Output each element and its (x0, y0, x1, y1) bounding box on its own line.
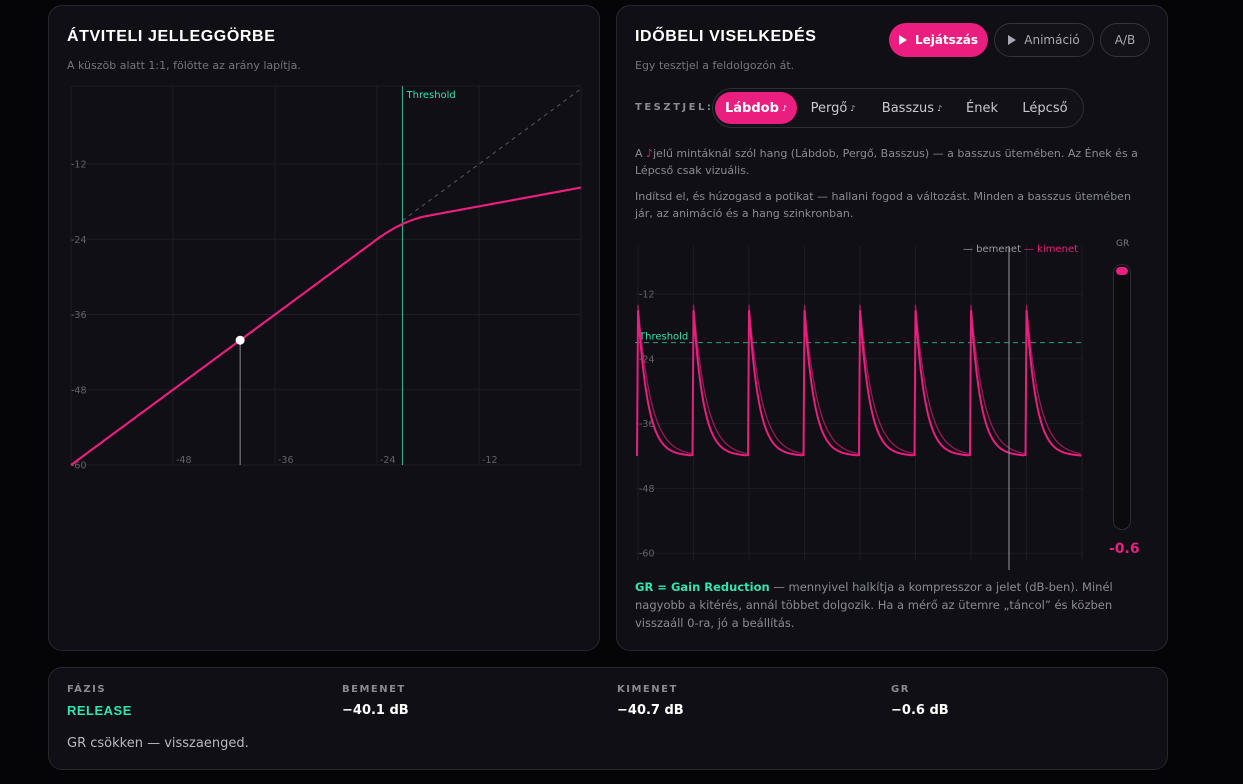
gr-term: GR = Gain Reduction (635, 580, 770, 594)
sound-info-text: A ♪jelű mintáknál szól hang (Lábdob, Per… (635, 145, 1151, 179)
animation-button-label: Animáció (1024, 33, 1080, 47)
output-stat: KIMENET −40.7 dB (617, 684, 684, 718)
output-waveform (636, 310, 1082, 457)
input-level-marker (235, 335, 245, 345)
y-tick-label: -60 (639, 549, 655, 560)
animation-button[interactable]: Animáció (994, 23, 1094, 57)
time-behaviour-chart: -12 -24 -36 -48 -60 Threshold — bemenet — ki… (635, 244, 1083, 570)
plot-frame (70, 85, 582, 466)
usage-info-text: Indítsd el, és húzogasd a potikat — hall… (635, 190, 1131, 220)
legend-input: — bemenet (963, 244, 1021, 255)
y-axis-ticks: -12 -24 -36 -48 -60 (71, 160, 87, 472)
info-text-end: jelű mintáknál szól hang (Lábdob, Pergő,… (635, 147, 1138, 177)
y-tick-label: -48 (639, 484, 655, 495)
y-tick-label: -12 (71, 160, 87, 171)
gr-explanation: GR = Gain Reduction — mennyivel halkítja… (635, 578, 1151, 632)
threshold-label: Threshold (406, 90, 456, 101)
gr-meter-label: GR (1116, 239, 1130, 249)
output-value: −40.7 dB (617, 703, 684, 718)
transfer-curve-title: ÁTVITELI JELLEGGÖRBE (67, 28, 276, 45)
tab-label: Ének (966, 100, 998, 116)
tab-pergo[interactable]: Pergő ♪ (797, 92, 869, 124)
tab-label: Lábdob (724, 100, 779, 116)
test-signal-label: TESZTJEL: (635, 102, 714, 113)
time-behaviour-subtitle: Egy tesztjel a feldolgozón át. (635, 59, 795, 72)
x-tick-label: -24 (380, 455, 396, 466)
play-icon (1008, 35, 1017, 45)
play-button-label: Lejátszás (914, 33, 979, 47)
y-tick-label: -12 (639, 290, 655, 301)
y-tick-label: -60 (71, 461, 87, 472)
gr-meter-fill (1116, 267, 1128, 275)
y-axis-ticks: -12 -24 -36 -48 -60 (639, 290, 655, 560)
play-icon (898, 35, 907, 45)
tab-label: Lépcső (1022, 100, 1068, 116)
play-button[interactable]: Lejátszás (889, 23, 988, 57)
gr-label: GR (891, 684, 910, 695)
info-text-start: A (635, 147, 647, 160)
y-tick-label: -36 (71, 310, 87, 321)
x-tick-label: -12 (482, 455, 498, 466)
music-note-icon: ♪ (646, 147, 654, 160)
time-behaviour-title: IDŐBELI VISELKEDÉS (635, 28, 817, 45)
ab-compare-button[interactable]: A/B (1100, 23, 1150, 57)
tab-lepcso[interactable]: Lépcső (1009, 92, 1081, 124)
threshold-label: Threshold (638, 332, 688, 343)
gr-meter-value: -0.6 (1109, 541, 1140, 557)
tab-label: Pergő (810, 100, 848, 116)
input-waveform (636, 304, 1082, 457)
x-tick-label: -48 (176, 455, 192, 466)
transfer-curve-chart: -12 -24 -36 -48 -60 -48 -36 -24 -12 Threshold (70, 85, 582, 472)
phase-description: GR csökken — visszaenged. (67, 736, 249, 751)
y-tick-label: -48 (71, 385, 87, 396)
transfer-curve-panel: ÁTVITELI JELLEGGÖRBE A küszöb alatt 1:1,… (48, 5, 600, 651)
gr-stat: GR −0.6 dB (891, 684, 949, 718)
time-behaviour-panel: IDŐBELI VISELKEDÉS Egy tesztjel a feldol… (616, 5, 1168, 651)
y-tick-label: -36 (639, 419, 655, 430)
phase-value: RELEASE (67, 703, 132, 718)
tab-basszus[interactable]: Basszus ♪ (869, 92, 955, 124)
y-tick-label: -24 (639, 354, 655, 365)
gr-explanation-text: — mennyivel halkítja a kompresszor a jel… (635, 580, 1113, 630)
gr-meter (1113, 264, 1131, 530)
transfer-curve (70, 186, 582, 466)
output-label: KIMENET (617, 684, 678, 695)
phase-label: FÁZIS (67, 684, 107, 695)
input-label: BEMENET (342, 684, 406, 695)
tab-enek[interactable]: Ének (955, 92, 1009, 124)
sound-note-icon: ♪ (850, 103, 856, 113)
transfer-curve-subtitle: A küszöb alatt 1:1, fölötte az arány lap… (67, 59, 301, 72)
input-value: −40.1 dB (342, 703, 409, 718)
legend-output: — kimenet (1024, 244, 1078, 255)
test-signal-tabs: Lábdob ♪ Pergő ♪ Basszus ♪ Ének Lépcső (712, 88, 1084, 128)
chart-grid (70, 85, 582, 466)
x-tick-label: -36 (278, 455, 294, 466)
status-panel: FÁZIS RELEASE BEMENET −40.1 dB KIMENET −… (48, 667, 1168, 770)
input-stat: BEMENET −40.1 dB (342, 684, 409, 718)
sound-note-icon: ♪ (781, 103, 787, 113)
gr-value: −0.6 dB (891, 703, 949, 718)
x-axis-ticks: -48 -36 -24 -12 (176, 455, 498, 466)
phase-stat: FÁZIS RELEASE (67, 684, 132, 718)
y-tick-label: -24 (71, 235, 87, 246)
tab-labdob[interactable]: Lábdob ♪ (715, 92, 797, 124)
sound-note-icon: ♪ (937, 103, 943, 113)
tab-label: Basszus (881, 100, 935, 116)
unity-reference-line (402, 88, 582, 221)
